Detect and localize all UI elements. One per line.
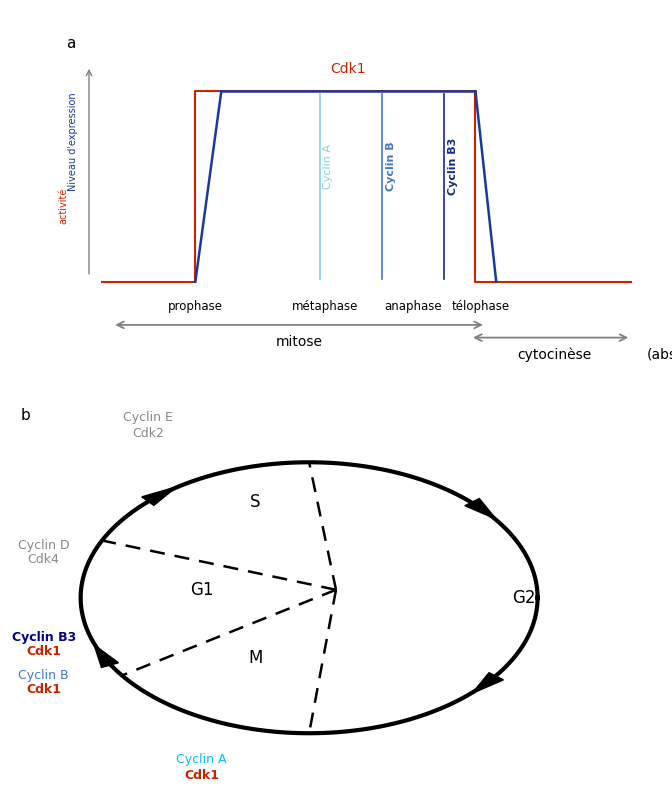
Text: G1: G1 <box>190 581 213 599</box>
Text: Cyclin A: Cyclin A <box>323 143 333 189</box>
Text: Cdk1: Cdk1 <box>26 645 61 658</box>
Text: Cdk2: Cdk2 <box>132 427 164 440</box>
Text: Cyclin B3: Cyclin B3 <box>448 138 458 195</box>
Text: b: b <box>20 409 30 423</box>
Text: activité: activité <box>58 187 68 224</box>
Text: Niveau d'expression: Niveau d'expression <box>69 92 79 191</box>
Text: (abscission): (abscission) <box>646 347 672 362</box>
Text: Cyclin D: Cyclin D <box>18 540 69 552</box>
Text: Cdk4: Cdk4 <box>28 553 60 567</box>
Text: Cdk1: Cdk1 <box>184 768 219 782</box>
Text: mitose: mitose <box>276 335 323 349</box>
Text: G2: G2 <box>513 589 536 607</box>
Text: M: M <box>248 649 263 666</box>
Polygon shape <box>142 487 177 505</box>
Text: cytocinèse: cytocinèse <box>517 347 591 363</box>
Text: Cyclin B3: Cyclin B3 <box>11 631 76 644</box>
Text: Cdk1: Cdk1 <box>331 62 366 77</box>
Text: Cyclin B: Cyclin B <box>18 669 69 682</box>
Polygon shape <box>465 499 496 519</box>
Text: prophase: prophase <box>168 300 223 312</box>
Text: Cyclin A: Cyclin A <box>176 752 227 766</box>
Text: Cyclin E: Cyclin E <box>123 411 173 424</box>
Text: anaphase: anaphase <box>384 300 442 312</box>
Text: métaphase: métaphase <box>292 300 358 312</box>
Polygon shape <box>472 673 503 693</box>
Text: télophase: télophase <box>452 300 510 312</box>
Text: Cyclin B: Cyclin B <box>386 141 396 191</box>
Text: a: a <box>66 36 75 50</box>
Polygon shape <box>94 645 118 667</box>
Text: Cdk1: Cdk1 <box>26 683 61 696</box>
Text: S: S <box>250 493 261 511</box>
